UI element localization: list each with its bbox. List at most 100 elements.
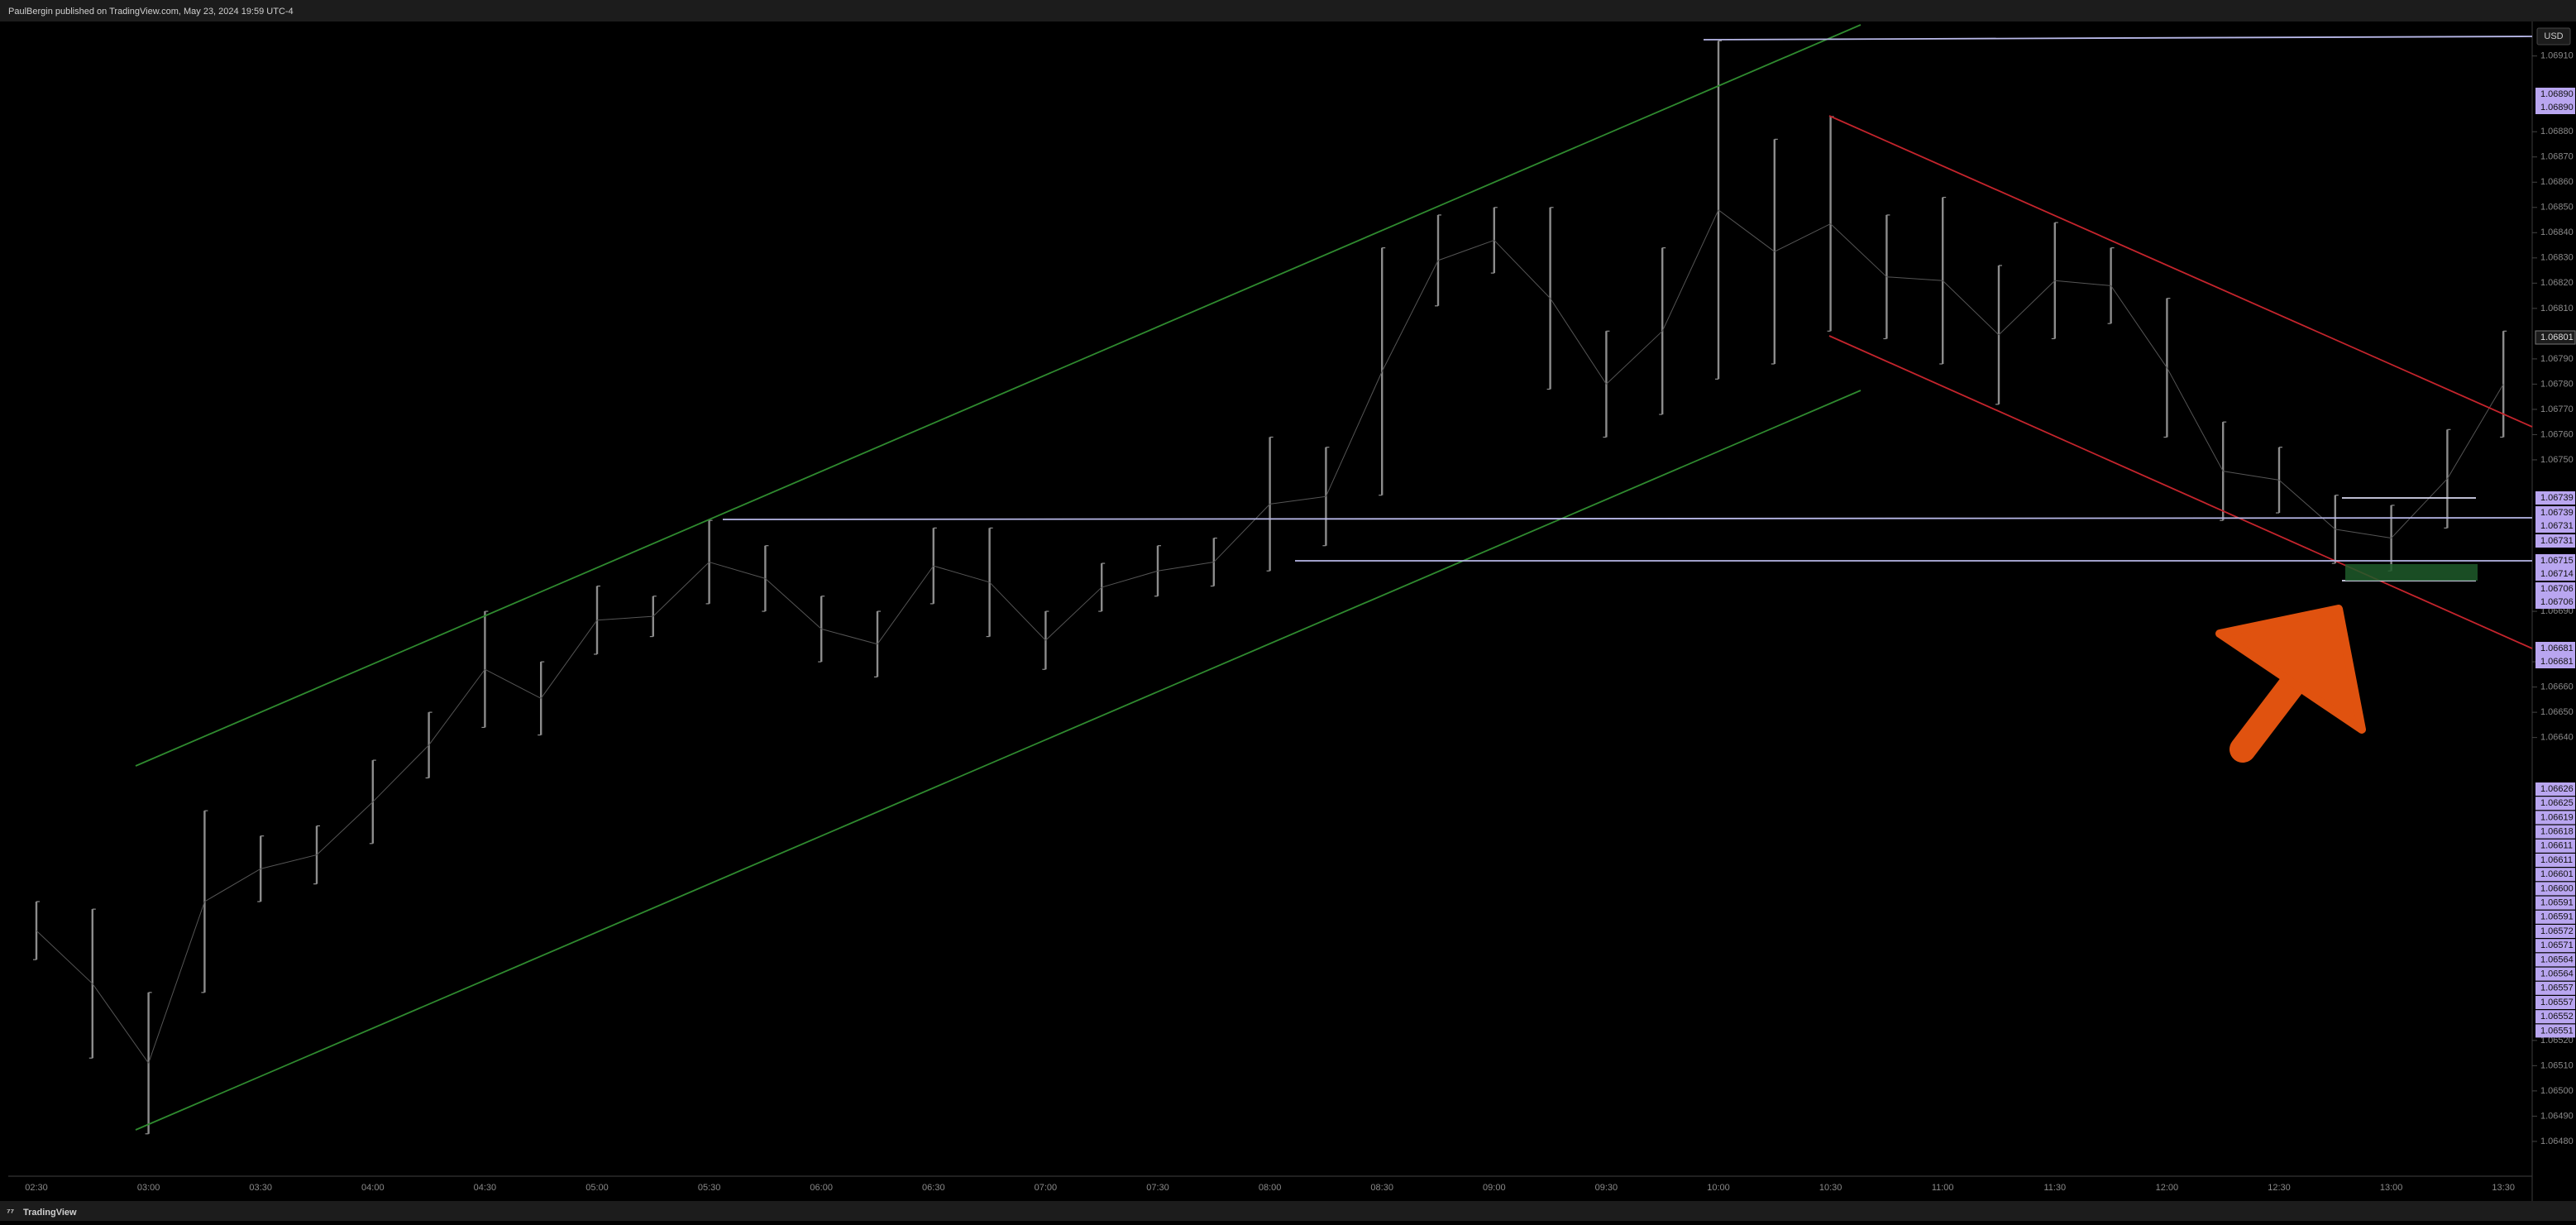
trend-line <box>135 24 1862 767</box>
x-tick-label: 09:00 <box>1483 1183 1506 1193</box>
price-marker: 1.06739 <box>2540 508 2574 518</box>
y-tick-label: 1.06780 <box>2540 379 2574 389</box>
connector <box>1381 260 1439 372</box>
price-marker-box <box>2535 797 2575 811</box>
y-tick-label: 1.06480 <box>2540 1136 2574 1146</box>
price-marker: 1.06557 <box>2540 998 2574 1007</box>
connector <box>316 802 374 855</box>
price-marker: 1.06601 <box>2540 869 2574 879</box>
x-tick-label: 12:00 <box>2156 1183 2179 1193</box>
price-marker: 1.06564 <box>2540 969 2574 979</box>
y-tick-label: 1.06880 <box>2540 127 2574 136</box>
x-tick-label: 04:30 <box>474 1183 497 1193</box>
trend-line <box>1828 335 2533 649</box>
x-tick-label: 04:00 <box>361 1183 385 1193</box>
price-marker-box <box>2535 519 2575 533</box>
price-marker-box <box>2535 534 2575 548</box>
price-marker-box <box>2535 896 2575 910</box>
price-marker: 1.06618 <box>2540 827 2574 837</box>
x-tick-label: 12:30 <box>2268 1183 2291 1193</box>
price-marker-box <box>2535 506 2575 519</box>
x-tick-label: 05:00 <box>585 1183 609 1193</box>
y-tick-label: 1.06750 <box>2540 455 2574 465</box>
connector <box>709 562 766 579</box>
price-marker-box <box>2535 101 2575 114</box>
price-marker-box <box>2535 642 2575 655</box>
connector <box>989 581 1046 641</box>
y-tick-label: 1.06810 <box>2540 304 2574 313</box>
price-marker-box <box>2535 882 2575 896</box>
price-marker: 1.06591 <box>2540 898 2574 908</box>
connector <box>652 562 710 617</box>
last-price-box <box>2535 330 2576 345</box>
connector <box>596 615 653 621</box>
y-tick-label: 1.06910 <box>2540 51 2574 61</box>
connector <box>36 930 93 984</box>
price-marker-box <box>2535 567 2575 581</box>
x-tick-label: 13:00 <box>2380 1183 2403 1193</box>
price-marker-box <box>2535 1024 2575 1038</box>
y-tick-label: 1.06850 <box>2540 203 2574 213</box>
connector <box>877 565 934 645</box>
connector <box>821 628 878 645</box>
y-tick-label: 1.06490 <box>2540 1111 2574 1121</box>
connector <box>1661 209 1719 332</box>
connector <box>2335 529 2392 539</box>
price-marker-box <box>2535 825 2575 839</box>
price-marker: 1.06706 <box>2540 584 2574 594</box>
price-marker-box <box>2535 655 2575 668</box>
connector <box>933 565 990 583</box>
y-tick-label: 1.06650 <box>2540 707 2574 717</box>
y-tick-label: 1.06760 <box>2540 429 2574 439</box>
price-marker: 1.06611 <box>2540 841 2573 851</box>
connector <box>540 620 598 699</box>
price-marker: 1.06739 <box>2540 493 2574 503</box>
price-marker: 1.06890 <box>2540 103 2574 112</box>
price-marker: 1.06714 <box>2540 569 2574 579</box>
price-marker: 1.06551 <box>2540 1026 2574 1036</box>
price-marker-box <box>2535 939 2575 953</box>
x-tick-label: 05:30 <box>698 1183 721 1193</box>
connector <box>148 901 205 1064</box>
connector <box>1102 570 1159 588</box>
x-tick-label: 10:30 <box>1819 1183 1842 1193</box>
price-marker: 1.06625 <box>2540 798 2574 808</box>
price-marker-box <box>2535 925 2575 938</box>
connector <box>2278 479 2336 530</box>
currency: USD <box>2544 31 2563 41</box>
connector <box>372 744 429 802</box>
trend-line <box>1828 115 2533 428</box>
price-marker: 1.06557 <box>2540 983 2574 993</box>
x-tick-label: 13:30 <box>2492 1183 2515 1193</box>
y-tick-label: 1.06520 <box>2540 1036 2574 1046</box>
connector <box>1606 330 1663 385</box>
y-tick-label: 1.06640 <box>2540 733 2574 743</box>
connector <box>765 578 822 629</box>
price-marker-box <box>2535 1010 2575 1024</box>
price-marker-box <box>2535 839 2575 853</box>
connector <box>1437 239 1494 261</box>
connector <box>1942 280 2000 336</box>
footer-logo: TradingView <box>23 1208 77 1218</box>
connector <box>1157 562 1214 572</box>
y-tick-label: 1.06770 <box>2540 404 2574 414</box>
x-tick-label: 08:00 <box>1259 1183 1282 1193</box>
connector <box>1269 495 1326 505</box>
price-marker-box <box>2535 953 2575 967</box>
price-marker: 1.06619 <box>2540 812 2574 822</box>
arrow-head <box>2215 605 2366 734</box>
price-marker-box <box>2535 967 2575 981</box>
price-marker: 1.06552 <box>2540 1012 2574 1022</box>
y-tick-label: 1.06510 <box>2540 1060 2574 1070</box>
connector <box>2054 280 2111 286</box>
connector <box>204 868 261 902</box>
connector <box>1213 504 1270 562</box>
y-tick-label: 1.06840 <box>2540 227 2574 237</box>
connector <box>2166 367 2224 471</box>
x-tick-label: 07:30 <box>1146 1183 1169 1193</box>
connector <box>1774 223 1831 252</box>
connector <box>2110 285 2167 368</box>
footer-bar <box>0 1201 2576 1221</box>
